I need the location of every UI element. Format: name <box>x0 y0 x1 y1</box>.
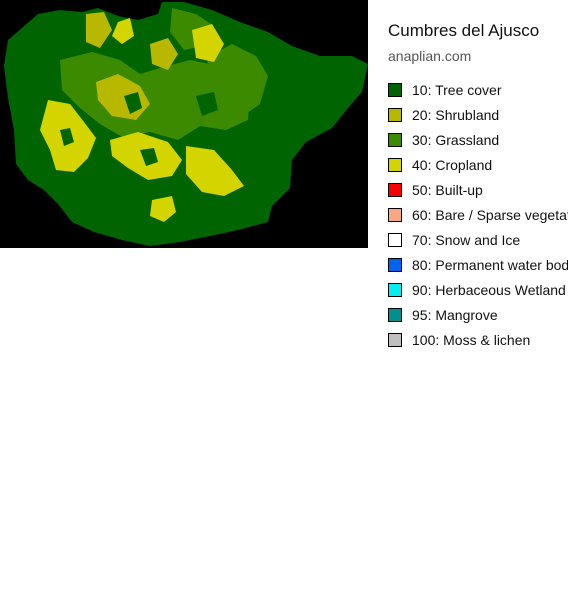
legend-item: 40: Cropland <box>388 157 568 182</box>
legend-swatch <box>388 183 402 197</box>
legend-item: 20: Shrubland <box>388 107 568 132</box>
legend-item: 100: Moss & lichen <box>388 332 568 357</box>
legend-label: 70: Snow and Ice <box>412 232 521 248</box>
legend: 10: Tree cover 20: Shrubland 30: Grassland… <box>388 82 568 357</box>
legend-swatch <box>388 233 402 247</box>
region-grassland-east <box>206 44 268 118</box>
legend-item: 70: Snow and Ice <box>388 232 568 257</box>
region-shrubland-center <box>150 38 178 70</box>
legend-label: 40: Cropland <box>412 157 493 173</box>
region-cropland-northeast <box>192 24 224 62</box>
legend-swatch <box>388 158 402 172</box>
legend-item: 80: Permanent water bodies <box>388 257 568 282</box>
region-tree-cover-island-4 <box>140 148 158 166</box>
legend-label: 95: Mangrove <box>412 307 498 323</box>
legend-swatch <box>388 308 402 322</box>
legend-label: 60: Bare / Sparse vegetation <box>412 207 568 223</box>
legend-label: 80: Permanent water bodies <box>412 257 568 273</box>
legend-item: 10: Tree cover <box>388 82 568 107</box>
legend-item: 30: Grassland <box>388 132 568 157</box>
region-shrubland-north <box>86 12 112 48</box>
legend-label: 10: Tree cover <box>412 82 502 98</box>
legend-swatch <box>388 283 402 297</box>
map-title: Cumbres del Ajusco <box>388 21 540 40</box>
legend-swatch <box>388 83 402 97</box>
legend-item: 60: Bare / Sparse vegetation <box>388 207 568 232</box>
region-tree-cover-island <box>124 92 142 114</box>
legend-item: 50: Built-up <box>388 182 568 207</box>
region-tree-cover-island-2 <box>196 92 218 116</box>
map-subtitle: anaplian.com <box>388 48 472 64</box>
map-canvas <box>0 0 368 248</box>
land-cover-map <box>0 0 368 248</box>
legend-label: 20: Shrubland <box>412 107 500 123</box>
legend-swatch <box>388 133 402 147</box>
region-cropland-south <box>150 196 176 222</box>
legend-item: 95: Mangrove <box>388 307 568 332</box>
legend-panel: Cumbres del Ajusco anaplian.com 10: Tree… <box>388 0 568 600</box>
region-grassland <box>60 52 250 140</box>
legend-item: 90: Herbaceous Wetland <box>388 282 568 307</box>
legend-label: 100: Moss & lichen <box>412 332 531 348</box>
region-cropland-east <box>186 146 244 196</box>
legend-label: 50: Built-up <box>412 182 483 198</box>
legend-swatch <box>388 258 402 272</box>
legend-swatch <box>388 208 402 222</box>
legend-label: 30: Grassland <box>412 132 500 148</box>
legend-swatch <box>388 108 402 122</box>
legend-swatch <box>388 333 402 347</box>
region-cropland-north <box>112 18 134 44</box>
region-tree-cover-island-3 <box>60 128 74 146</box>
legend-label: 90: Herbaceous Wetland <box>412 282 566 298</box>
